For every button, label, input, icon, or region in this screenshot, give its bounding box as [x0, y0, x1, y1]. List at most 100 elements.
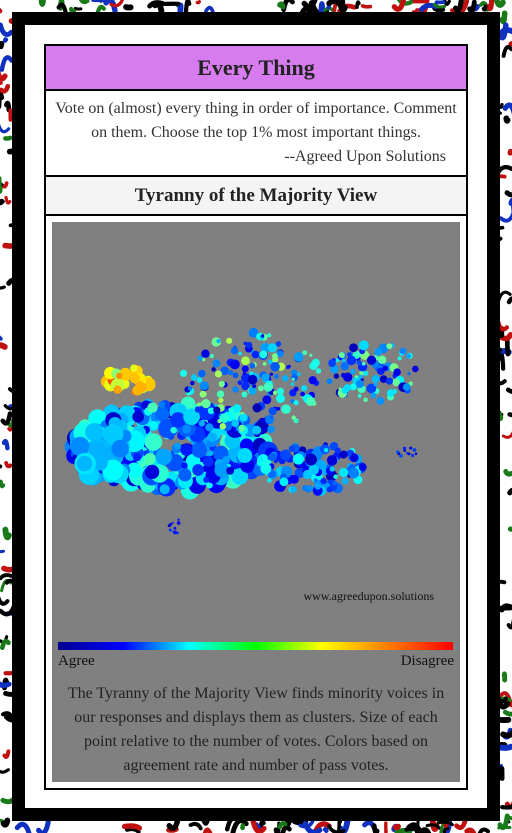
squiggle — [326, 0, 346, 13]
squiggle — [73, 6, 83, 11]
point — [393, 368, 401, 376]
point — [341, 358, 346, 363]
point — [332, 480, 338, 486]
point — [356, 360, 362, 366]
point — [313, 478, 318, 483]
point — [231, 359, 235, 363]
point — [366, 355, 377, 365]
point — [103, 424, 124, 445]
point — [309, 353, 313, 357]
point — [199, 390, 207, 398]
squiggle — [481, 4, 488, 12]
point — [392, 378, 400, 387]
point — [238, 351, 242, 356]
point — [308, 464, 320, 475]
point — [382, 365, 389, 371]
point — [280, 449, 291, 461]
point — [282, 375, 289, 382]
squiggle — [183, 0, 192, 16]
squiggle — [502, 102, 512, 115]
squiggle — [497, 825, 512, 830]
point — [305, 453, 317, 466]
squiggle — [0, 285, 6, 290]
squiggle — [327, 824, 346, 833]
point — [262, 362, 267, 366]
point — [145, 464, 160, 480]
point — [265, 414, 275, 425]
legend-high: Disagree — [400, 653, 454, 669]
point — [308, 376, 317, 385]
squiggle — [3, 135, 13, 141]
squiggle — [499, 10, 508, 25]
point — [399, 454, 402, 457]
point — [231, 468, 249, 485]
point — [370, 392, 377, 399]
squiggle — [277, 1, 286, 10]
point — [293, 352, 304, 362]
point — [202, 455, 214, 467]
point — [173, 526, 177, 530]
squiggle — [0, 55, 14, 72]
squiggle — [298, 819, 315, 829]
point — [228, 370, 234, 376]
point — [242, 371, 247, 376]
point — [198, 441, 205, 448]
point — [113, 385, 122, 394]
watermark: www.agreedupon.solutions — [303, 589, 434, 603]
point — [245, 341, 253, 349]
point — [232, 386, 239, 393]
point — [218, 397, 224, 403]
point — [241, 356, 250, 366]
point — [168, 528, 172, 532]
point — [385, 377, 394, 385]
point — [267, 359, 273, 365]
squiggle — [498, 353, 506, 371]
squiggle — [109, 0, 124, 8]
point — [226, 466, 235, 475]
squiggle — [250, 817, 267, 833]
point — [263, 382, 273, 392]
point — [371, 374, 380, 383]
point — [302, 350, 308, 356]
point — [411, 453, 415, 458]
squiggle — [188, 821, 203, 831]
point — [288, 445, 295, 452]
squiggle — [4, 195, 12, 205]
point — [407, 452, 411, 456]
point — [203, 476, 210, 483]
point — [267, 333, 272, 338]
point — [158, 400, 166, 409]
squiggle — [322, 826, 329, 833]
point — [88, 440, 106, 459]
point — [354, 375, 358, 379]
view-box: www.agreedupon.solutions Agree Disagree … — [44, 214, 468, 790]
squiggle — [0, 123, 11, 134]
point — [183, 408, 200, 426]
point — [76, 455, 93, 472]
point — [194, 406, 202, 413]
point — [190, 380, 195, 386]
squiggle — [301, 0, 318, 10]
squiggle — [1, 181, 9, 189]
point — [346, 352, 352, 357]
point — [339, 450, 348, 459]
point — [220, 366, 230, 376]
view-title: Tyranny of the Majority View — [44, 175, 468, 216]
squiggle — [504, 338, 511, 357]
point — [181, 462, 188, 469]
squiggle — [436, 820, 454, 827]
point — [409, 446, 413, 450]
point — [338, 352, 345, 359]
squiggle — [2, 37, 9, 43]
squiggle — [467, 0, 477, 14]
point — [238, 424, 246, 432]
description: Vote on (almost) every thing in order of… — [55, 100, 457, 141]
point — [216, 390, 225, 398]
point — [222, 456, 230, 464]
squiggle — [0, 638, 11, 651]
point — [237, 448, 253, 464]
point — [290, 382, 295, 386]
squiggle — [506, 618, 512, 630]
squiggle — [0, 596, 10, 606]
